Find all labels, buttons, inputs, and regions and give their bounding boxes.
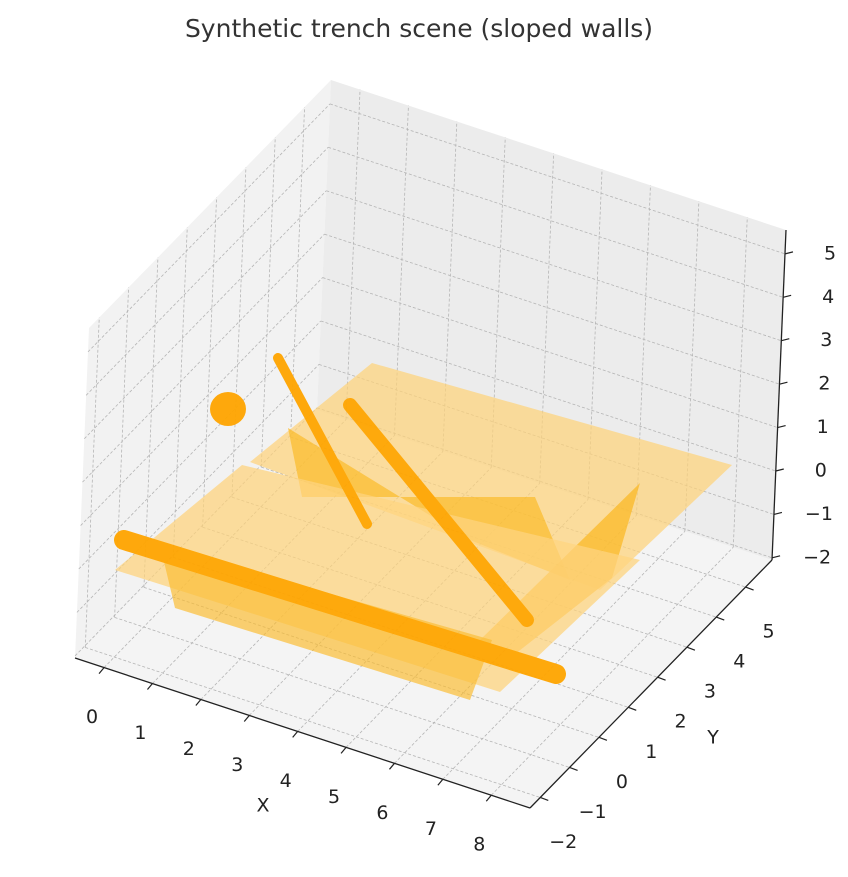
x-axis-label: X [256, 795, 269, 817]
y-tick [598, 736, 608, 741]
grid-line [732, 217, 748, 548]
y-axis-label: Y [706, 727, 719, 749]
z-tick [777, 424, 786, 429]
grid-line [143, 257, 159, 588]
grid-line [84, 317, 100, 648]
y-tick [540, 796, 549, 802]
pipe [114, 530, 566, 684]
y-tick-label: 4 [733, 651, 745, 673]
z-tick-label: 0 [815, 459, 827, 481]
z-tick-label: 5 [824, 242, 836, 264]
x-axis [74, 657, 531, 809]
z-tick [773, 511, 783, 515]
x-tick [98, 667, 105, 674]
x-tick-label: 4 [280, 770, 292, 792]
pipe [343, 398, 534, 627]
grid-line [84, 190, 327, 440]
z-tick-label: −2 [803, 546, 831, 568]
z-tick-label: 2 [818, 373, 830, 395]
z-tick-label: 3 [820, 329, 832, 351]
left-pane [75, 80, 331, 658]
pipe [273, 353, 372, 529]
z-tick [771, 555, 781, 559]
sphere [210, 392, 246, 426]
lower-plane [115, 465, 640, 692]
grid-line [76, 364, 320, 613]
grid-line [87, 103, 331, 353]
y-tick [745, 586, 754, 591]
grid-line [297, 483, 540, 732]
grid-line [74, 407, 318, 657]
x-tick [146, 683, 153, 690]
grid-line [152, 435, 395, 684]
grid-line [78, 320, 322, 570]
y-tick-label: 3 [704, 681, 716, 703]
y-tick-label: 1 [645, 741, 657, 763]
y-tick [657, 676, 666, 681]
y-tick [569, 766, 578, 771]
grid-line [490, 546, 734, 796]
z-tick [775, 468, 784, 472]
x-tick [243, 715, 250, 722]
x-tick [437, 778, 444, 786]
z-axis [771, 229, 787, 561]
x-tick-label: 6 [376, 802, 388, 824]
grid-line [114, 287, 129, 618]
z-tick [779, 381, 788, 385]
x-tick-label: 8 [473, 834, 485, 856]
z-tick [781, 338, 790, 342]
y-tick-label: −2 [549, 831, 577, 853]
grid-line [345, 499, 589, 748]
grid-line [231, 167, 247, 498]
grid-line [202, 197, 217, 528]
grid-line [248, 467, 492, 716]
x-tick-label: 7 [425, 818, 437, 840]
x-tick-label: 5 [328, 786, 340, 808]
grid-line [172, 227, 188, 558]
x-tick [485, 794, 492, 802]
grid-line [85, 147, 329, 396]
z-tick-label: 1 [817, 416, 829, 438]
scene [114, 353, 732, 700]
z-tick-label: −1 [805, 503, 833, 525]
grid-line [260, 137, 276, 468]
y-tick-label: 0 [616, 771, 628, 793]
x-tick-label: 3 [231, 754, 243, 776]
x-tick [195, 699, 202, 706]
x-tick [389, 762, 395, 770]
grid-line [103, 419, 347, 668]
y-axis [529, 559, 773, 809]
y-tick [628, 706, 637, 711]
x-tick [340, 746, 347, 754]
y-tick [686, 646, 696, 651]
z-tick [784, 251, 794, 255]
y-tick [716, 616, 725, 621]
x-tick-label: 1 [134, 722, 146, 744]
z-tick [782, 294, 792, 298]
y-tick-label: 2 [675, 711, 687, 733]
grid-line [200, 451, 444, 700]
x-tick [292, 731, 299, 738]
x-tick-label: 2 [183, 738, 195, 760]
y-tick-label: 5 [763, 621, 775, 643]
chart-title: Synthetic trench scene (sloped walls) [185, 14, 653, 43]
grid-line [80, 277, 323, 526]
y-tick-label: −1 [579, 801, 607, 823]
x-tick-label: 0 [86, 706, 98, 728]
grid-line [82, 233, 325, 483]
grid [74, 89, 786, 798]
grid-line [442, 530, 686, 780]
grid-line [345, 89, 361, 420]
z-tick-label: 4 [822, 286, 834, 308]
grid-line [394, 515, 637, 764]
